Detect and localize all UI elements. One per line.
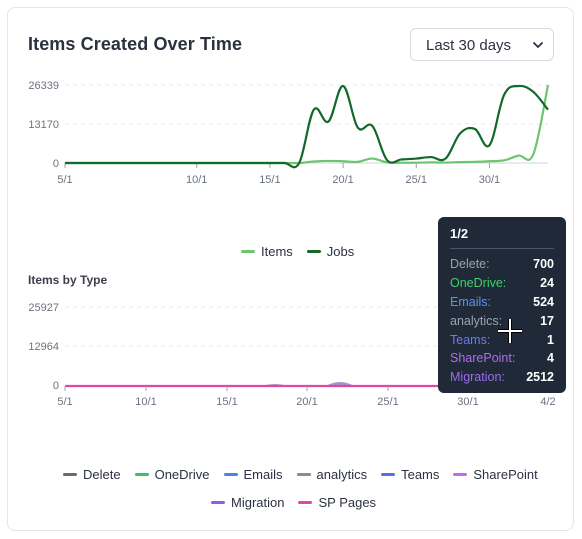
x-tick-label: 15/1 bbox=[216, 396, 237, 408]
x-tick-label: 30/1 bbox=[457, 396, 478, 408]
tooltip-row-value: 24 bbox=[540, 276, 554, 291]
chart-tooltip: 1/2 Delete: 700 OneDrive: 24 Emails: 524 analy… bbox=[438, 217, 566, 393]
legend-label: Migration bbox=[231, 495, 285, 510]
tooltip-row-label: Delete: bbox=[450, 257, 490, 272]
legend-label: OneDrive bbox=[154, 467, 210, 482]
top-chart-legend: Items Jobs bbox=[241, 244, 368, 259]
x-tick-label: 4/2 bbox=[540, 396, 555, 408]
tooltip-row: Teams: 1 bbox=[450, 330, 554, 349]
legend-item-sharepoint[interactable]: SharePoint bbox=[453, 467, 538, 482]
y-tick-label: 12964 bbox=[28, 341, 59, 353]
tooltip-row: analytics: 17 bbox=[450, 311, 554, 330]
legend-item-sp-pages[interactable]: SP Pages bbox=[298, 495, 376, 510]
x-tick-label: 20/1 bbox=[296, 396, 317, 408]
tooltip-row-value: 17 bbox=[540, 313, 554, 328]
legend-item-onedrive[interactable]: OneDrive bbox=[134, 467, 210, 482]
items-over-time-chart: 26339 13170 0 5/1 10/1 15/1 20/1 25/1 30/1 bbox=[28, 80, 550, 186]
bottom-chart-legend-row2: Migration SP Pages bbox=[211, 495, 390, 510]
legend-label: analytics bbox=[316, 467, 368, 482]
tooltip-row: Migration: 2512 bbox=[450, 368, 554, 387]
x-tick-label: 10/1 bbox=[135, 396, 156, 408]
tooltip-row: Emails: 524 bbox=[450, 293, 554, 312]
legend-item-emails[interactable]: Emails bbox=[223, 467, 283, 482]
y-tick-label: 0 bbox=[53, 380, 59, 392]
legend-item-migration[interactable]: Migration bbox=[211, 495, 284, 510]
legend-item-analytics[interactable]: analytics bbox=[296, 467, 368, 482]
legend-label: SharePoint bbox=[473, 467, 538, 482]
items-by-type-chart: 25927 12964 0 5/1 10/1 15/1 20/1 25/1 30/1 4/2 bbox=[28, 302, 555, 408]
legend-label: Jobs bbox=[326, 244, 355, 259]
tooltip-row-label: Emails: bbox=[450, 294, 491, 309]
legend-item-delete[interactable]: Delete bbox=[63, 467, 121, 482]
tooltip-row-value: 1 bbox=[547, 332, 554, 347]
legend-item-items[interactable]: Items bbox=[241, 244, 293, 259]
tooltip-row-label: Teams: bbox=[450, 332, 491, 347]
tooltip-row: SharePoint: 4 bbox=[450, 349, 554, 368]
legend-swatch bbox=[296, 473, 311, 476]
legend-item-jobs[interactable]: Jobs bbox=[306, 244, 355, 259]
date-range-value: Last 30 days bbox=[426, 37, 512, 54]
tooltip-row: OneDrive: 24 bbox=[450, 274, 554, 293]
x-tick-label: 15/1 bbox=[259, 174, 280, 186]
tooltip-row-value: 700 bbox=[533, 257, 554, 272]
legend-swatch bbox=[63, 473, 77, 476]
card-title: Items Created Over Time bbox=[28, 34, 243, 54]
legend-swatch bbox=[223, 473, 238, 476]
x-tick-label: 5/1 bbox=[57, 396, 72, 408]
legend-swatch bbox=[306, 250, 321, 253]
legend-swatch bbox=[134, 473, 149, 476]
x-tick-label: 10/1 bbox=[186, 174, 207, 186]
x-tick-label: 5/1 bbox=[57, 174, 72, 186]
y-tick-label: 26339 bbox=[28, 80, 59, 92]
legend-label: Teams bbox=[401, 467, 440, 482]
chevron-down-icon bbox=[533, 42, 543, 48]
legend-swatch bbox=[381, 473, 396, 476]
legend-swatch bbox=[211, 501, 225, 504]
y-tick-label: 25927 bbox=[28, 302, 59, 314]
legend-swatch bbox=[298, 501, 313, 504]
tooltip-row-label: OneDrive: bbox=[450, 276, 507, 291]
tooltip-row-label: SharePoint: bbox=[450, 351, 516, 366]
series-line-jobs bbox=[65, 84, 549, 169]
bottom-chart-legend-row1: Delete OneDrive Emails analytics Teams ShareP… bbox=[63, 467, 552, 482]
tooltip-row: Delete: 700 bbox=[450, 255, 554, 274]
y-tick-label: 13170 bbox=[28, 119, 59, 131]
y-tick-label: 0 bbox=[53, 158, 59, 170]
tooltip-row-value: 4 bbox=[547, 351, 554, 366]
tooltip-row-label: Migration: bbox=[450, 370, 505, 385]
x-tick-label: 20/1 bbox=[332, 174, 353, 186]
tooltip-header: 1/2 bbox=[450, 226, 554, 249]
legend-label: Items bbox=[261, 244, 293, 259]
legend-swatch bbox=[453, 473, 468, 476]
legend-swatch bbox=[241, 250, 255, 253]
date-range-select[interactable]: Last 30 days bbox=[410, 28, 554, 61]
tooltip-row-value: 2512 bbox=[526, 370, 554, 385]
legend-label: SP Pages bbox=[318, 495, 377, 510]
tooltip-row-value: 524 bbox=[533, 294, 554, 309]
x-tick-label: 30/1 bbox=[479, 174, 500, 186]
legend-label: Emails bbox=[243, 467, 283, 482]
crosshair-cursor-icon bbox=[498, 319, 522, 343]
tooltip-row-label: analytics: bbox=[450, 313, 503, 328]
x-tick-label: 25/1 bbox=[377, 396, 398, 408]
legend-item-teams[interactable]: Teams bbox=[381, 467, 439, 482]
items-by-type-title: Items by Type bbox=[28, 273, 108, 287]
x-tick-label: 25/1 bbox=[406, 174, 427, 186]
legend-label: Delete bbox=[83, 467, 121, 482]
